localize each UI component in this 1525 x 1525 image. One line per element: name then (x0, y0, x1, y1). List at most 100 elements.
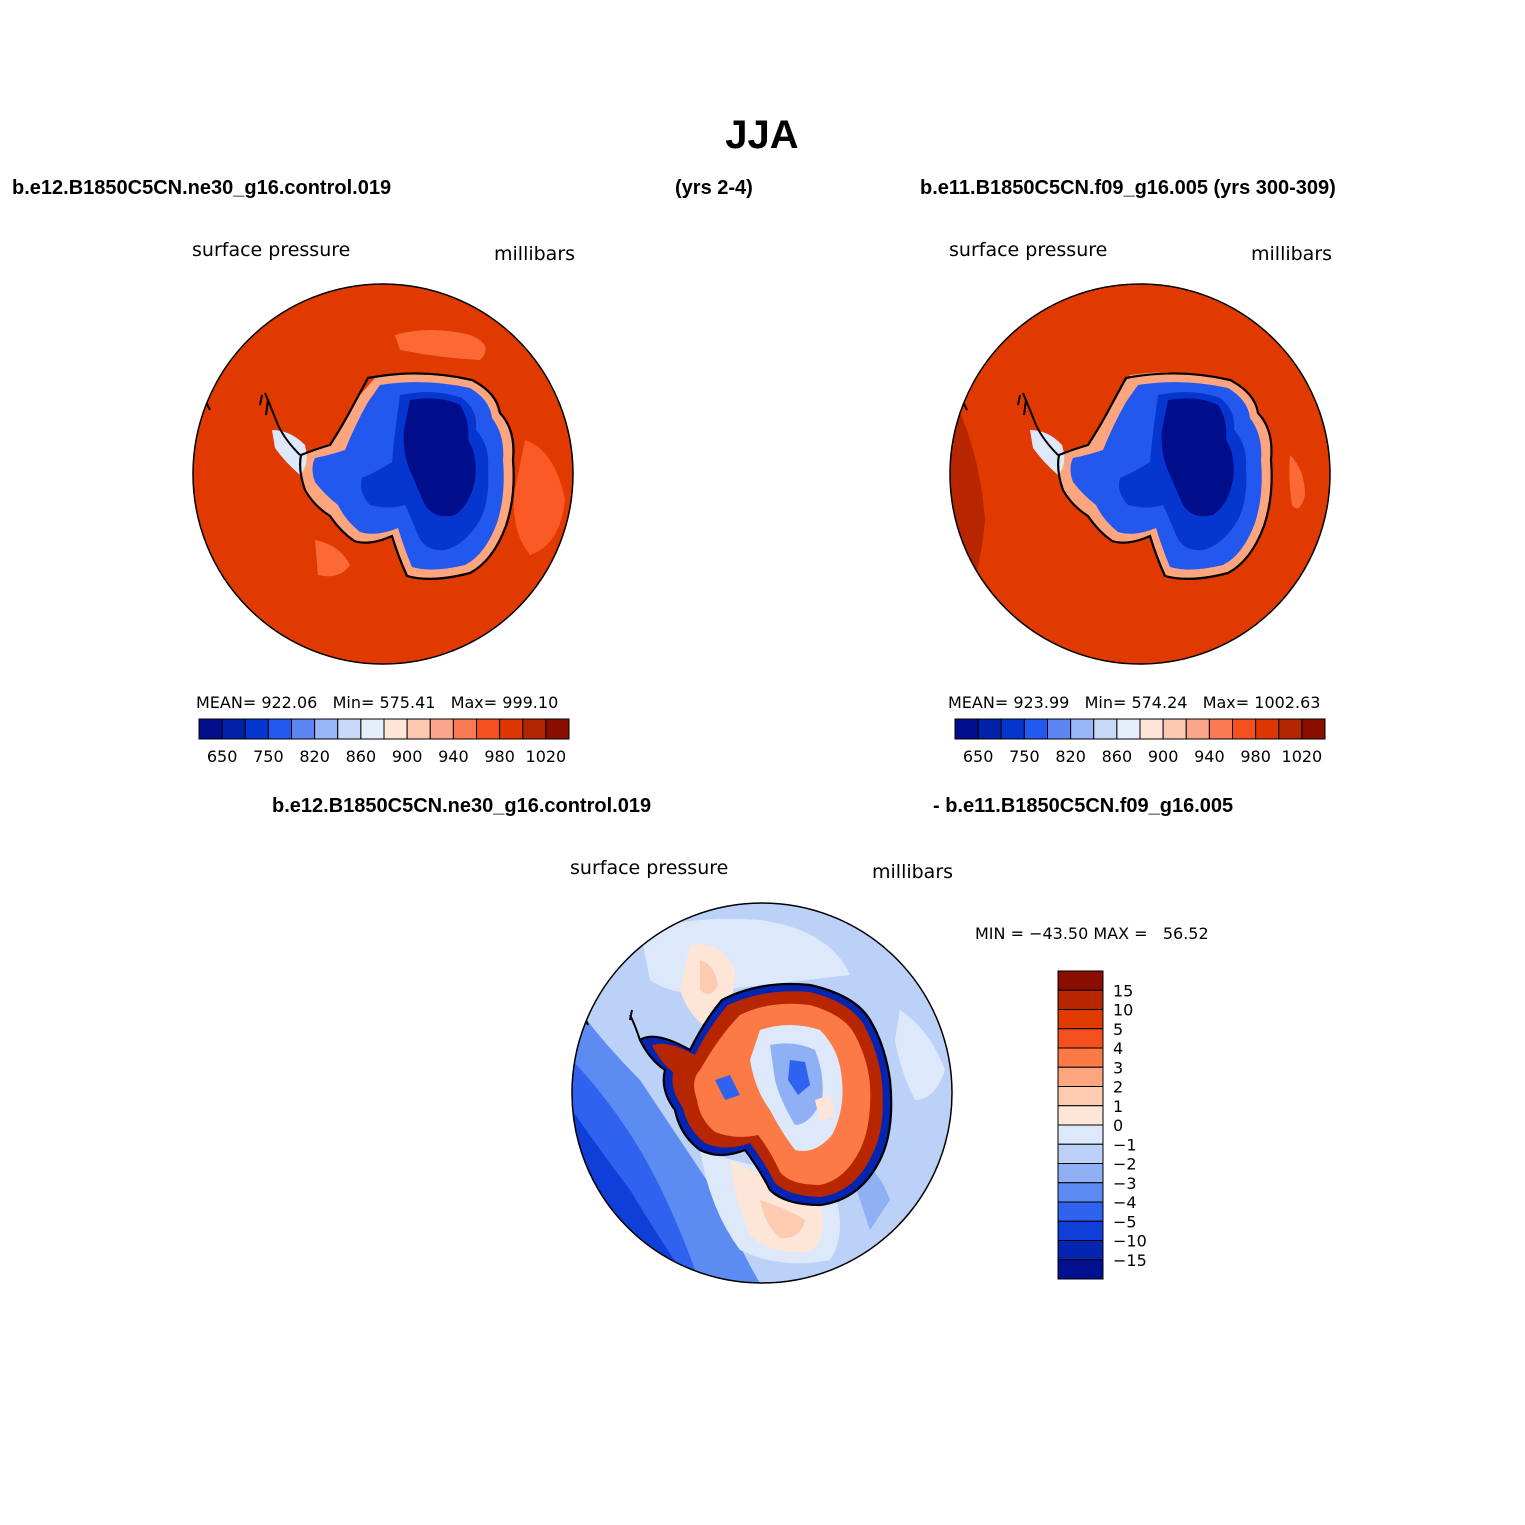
panel-2-colorbar-swatch (1093, 718, 1118, 740)
panel-1-colorbar-swatch (221, 718, 246, 740)
panel-1-colorbar-tick-label: 820 (299, 747, 330, 766)
top-right-header: b.e11.B1850C5CN.f09_g16.005 (yrs 300-309… (920, 177, 1336, 199)
panel-3-colorbar-swatch (1057, 1066, 1104, 1087)
panel-2-colorbar-swatch (1047, 718, 1072, 740)
panel-3-colorbar-tick-label: −15 (1113, 1251, 1147, 1270)
panel-1-stats: MEAN= 922.06 Min= 575.41 Max= 999.10 (196, 693, 558, 712)
panel-2-colorbar-tick-label: 750 (1009, 747, 1040, 766)
panel-3-colorbar-swatch (1057, 1259, 1104, 1280)
panel-2-colorbar-swatch (1185, 718, 1210, 740)
panel-3-colorbar-tick-label: 10 (1113, 1001, 1133, 1020)
panel-3-colorbar-tick-label: −10 (1113, 1232, 1147, 1251)
panel-1-colorbar-swatch (545, 718, 570, 740)
panel-1-colorbar-tick-label: 900 (392, 747, 423, 766)
panel-2-colorbar-swatch (1278, 718, 1303, 740)
panel-3-colorbar-tick-label: −3 (1113, 1174, 1137, 1193)
panel-1-colorbar-swatch (198, 718, 223, 740)
panel-2-map (950, 284, 1330, 664)
panel-3-colorbar-swatch (1057, 1240, 1104, 1261)
panel-1-colorbar-swatch (429, 718, 454, 740)
panel-3: surface pressure millibars (570, 857, 1209, 1284)
panel-2-colorbar-tick-label: 650 (963, 747, 994, 766)
panel-1-colorbar-tick-label: 940 (438, 747, 469, 766)
panel-2-colorbar-swatch (1070, 718, 1095, 740)
top-left-header: b.e12.B1850C5CN.ne30_g16.control.019 (12, 177, 391, 199)
panel-1-colorbar-swatch (291, 718, 316, 740)
panel-1: surface pressure millibars MEAN= 922.06 … (192, 239, 575, 766)
panel-2: surface pressure millibars MEAN= 923.99 … (948, 239, 1332, 766)
panel-1-colorbar-swatch (522, 718, 547, 740)
panel-3-map-border (571, 902, 953, 1284)
panel-1-colorbar-swatch (406, 718, 431, 740)
panel-1-variable: surface pressure (192, 239, 350, 261)
panel-3-colorbar-swatch (1057, 1220, 1104, 1241)
panel-2-colorbar-swatch (1162, 718, 1187, 740)
panel-2-colorbar-swatch (977, 718, 1002, 740)
panel-3-colorbar-tick-label: 4 (1113, 1039, 1123, 1058)
panel-2-colorbar-tick-label: 860 (1102, 747, 1133, 766)
panel-2-colorbar-swatch (954, 718, 979, 740)
panel-3-colorbar-tick-label: 0 (1113, 1116, 1123, 1135)
panel-1-colorbar-swatch (360, 718, 385, 740)
panel-3-colorbar-tick-label: 2 (1113, 1078, 1123, 1097)
panel-1-colorbar-swatch (267, 718, 292, 740)
panel-1-colorbar-tick-label: 750 (253, 747, 284, 766)
panel-2-colorbar-swatch (1232, 718, 1257, 740)
panel-1-colorbar-swatch (337, 718, 362, 740)
panel-2-colorbar: 650 750 820 860 900 940 980 1020 (954, 718, 1326, 766)
panel-3-colorbar-tick-label: 3 (1113, 1058, 1123, 1077)
panel-2-colorbar-tick-label: 1020 (1282, 747, 1323, 766)
panel-2-map-border (949, 283, 1331, 665)
panel-3-colorbar-tick-label: −2 (1113, 1155, 1137, 1174)
panel-3-colorbar-swatch (1057, 989, 1104, 1010)
panel-1-colorbar-swatch (314, 718, 339, 740)
panel-1-colorbar-tick-label: 650 (207, 747, 238, 766)
figure-title: JJA (725, 113, 798, 157)
panel-2-colorbar-tick-label: 980 (1240, 747, 1271, 766)
panel-1-colorbar-tick-label: 860 (346, 747, 377, 766)
panel-3-colorbar-swatch (1057, 1182, 1104, 1203)
panel-3-stats: MIN = −43.50 MAX = 56.52 (975, 924, 1209, 943)
panel-3-colorbar-swatch (1057, 1163, 1104, 1184)
panel-1-map-border (192, 283, 574, 665)
panel-3-colorbar-tick-label: −5 (1113, 1212, 1137, 1231)
panel-1-units: millibars (494, 243, 575, 265)
panel-3-colorbar-tick-label: −1 (1113, 1135, 1137, 1154)
panel-2-colorbar-tick-label: 940 (1194, 747, 1225, 766)
panel-2-stats: MEAN= 923.99 Min= 574.24 Max= 1002.63 (948, 693, 1320, 712)
panel-3-colorbar-swatch (1057, 1009, 1104, 1030)
panel-3-colorbar-tick-label: 1 (1113, 1097, 1123, 1116)
panel-3-colorbar-swatch (1057, 1143, 1104, 1164)
panel-2-colorbar-swatch (1023, 718, 1048, 740)
panel-3-colorbar-swatch (1057, 970, 1104, 991)
panel-1-map (193, 284, 573, 664)
panel-3-units: millibars (872, 861, 953, 883)
bottom-header-right: - b.e11.B1850C5CN.f09_g16.005 (933, 795, 1233, 817)
panel-2-colorbar-swatch (1301, 718, 1326, 740)
panel-2-units: millibars (1251, 243, 1332, 265)
bottom-header-left: b.e12.B1850C5CN.ne30_g16.control.019 (272, 795, 651, 817)
panel-1-colorbar-tick-label: 1020 (526, 747, 567, 766)
panel-1-colorbar: 650 750 820 860 900 940 980 1020 (198, 718, 570, 766)
panel-3-map (572, 903, 952, 1283)
panel-1-colorbar-tick-label: 980 (484, 747, 515, 766)
panel-3-colorbar-swatch (1057, 1086, 1104, 1107)
panel-3-colorbar-tick-label: 5 (1113, 1020, 1123, 1039)
panel-2-colorbar-swatch (1255, 718, 1280, 740)
panel-3-colorbar-swatch (1057, 1047, 1104, 1068)
panel-2-variable: surface pressure (949, 239, 1107, 261)
panel-3-colorbar-swatch (1057, 1201, 1104, 1222)
panel-1-colorbar-swatch (452, 718, 477, 740)
panel-2-colorbar-swatch (1000, 718, 1025, 740)
panel-2-colorbar-swatch (1116, 718, 1141, 740)
panel-1-colorbar-swatch (476, 718, 501, 740)
panel-2-colorbar-tick-label: 820 (1055, 747, 1086, 766)
panel-3-colorbar-tick-label: −4 (1113, 1193, 1137, 1212)
panel-1-colorbar-swatch (499, 718, 524, 740)
panel-2-colorbar-tick-label: 900 (1148, 747, 1179, 766)
panel-2-colorbar-swatch (1139, 718, 1164, 740)
top-mid-header: (yrs 2-4) (675, 177, 753, 199)
panel-2-colorbar-swatch (1208, 718, 1233, 740)
